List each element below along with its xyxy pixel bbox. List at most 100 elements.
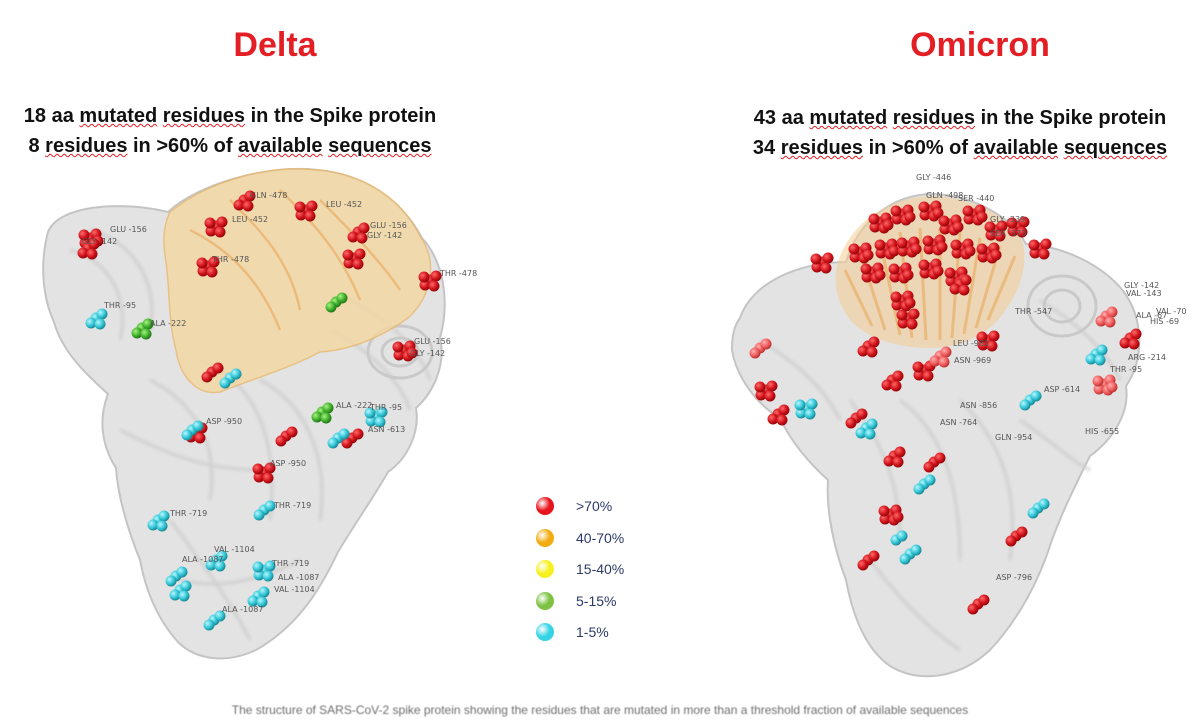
omicron-residue-label: GLY -339 xyxy=(990,215,1025,224)
delta-word-sequences: sequences xyxy=(328,135,432,157)
omicron-residue-spheres xyxy=(749,200,1142,615)
delta-residue-cluster xyxy=(325,292,348,313)
omicron-residue-cluster xyxy=(922,234,948,256)
omicron-residue-label: SER -440 xyxy=(958,194,994,203)
omicron-residue-cluster xyxy=(938,214,964,236)
delta-word-residues-2: residues xyxy=(45,135,128,157)
delta-line2-mid: in >60% of xyxy=(133,135,233,157)
omicron-word-available: available xyxy=(973,137,1059,159)
omicron-residue-cluster xyxy=(794,398,818,420)
delta-residue-cluster xyxy=(392,340,418,362)
omicron-subtitle-line2: 34 residues in >60% of available sequenc… xyxy=(680,133,1200,163)
delta-residue-cluster xyxy=(347,222,370,244)
delta-residue-label: ALA -222 xyxy=(336,401,372,410)
delta-residue-cluster xyxy=(219,368,242,389)
delta-word-residues: residues xyxy=(162,105,246,127)
delta-residue-label: LEU -452 xyxy=(326,200,362,209)
delta-residue-cluster xyxy=(131,318,154,340)
delta-residue-cluster xyxy=(418,270,442,292)
delta-subtitle-line2: 8 residues in >60% of available sequence… xyxy=(0,131,510,161)
omicron-residue-label: GLY -142 xyxy=(1124,281,1159,290)
delta-residue-cluster xyxy=(77,238,100,260)
delta-residue-label: GLY -142 xyxy=(410,349,445,358)
omicron-residue-label: GLY -446 xyxy=(916,173,951,182)
delta-residue-cluster xyxy=(205,550,228,572)
delta-residue-label: GLN -478 xyxy=(250,191,287,200)
delta-residue-label: LEU -452 xyxy=(232,215,268,224)
delta-residue-label: THR -95 xyxy=(103,301,136,310)
delta-residue-label: GLU -156 xyxy=(370,221,407,230)
omicron-residue-cluster xyxy=(888,262,914,284)
omicron-residue-cluster xyxy=(1019,390,1042,411)
delta-residue-label: ALA -1087 xyxy=(182,555,223,564)
delta-residue-cluster xyxy=(169,580,192,602)
delta-word-available: available xyxy=(238,135,323,157)
delta-subtitle: 18 aa mutated residues in the Spike prot… xyxy=(0,101,510,161)
omicron-residue-cluster xyxy=(890,290,916,312)
figure-caption: The structure of SARS-CoV-2 spike protei… xyxy=(231,703,969,717)
legend-label: 1-5% xyxy=(576,624,609,640)
omicron-residue-label: ASN -969 xyxy=(954,356,991,365)
delta-residue-label: VAL -1104 xyxy=(274,585,315,594)
delta-residue-label: THR -719 xyxy=(169,509,207,518)
omicron-residue-cluster xyxy=(1092,374,1118,396)
delta-residue-label: ASP -950 xyxy=(270,459,306,468)
omicron-residue-cluster xyxy=(918,200,944,222)
delta-residue-cluster xyxy=(204,216,228,238)
omicron-residue-label: LEU -981 xyxy=(953,339,989,348)
legend-label: 5-15% xyxy=(576,592,617,609)
legend-label: 15-40% xyxy=(576,561,625,577)
omicron-word-mutated: mutated xyxy=(809,107,888,129)
omicron-residue-cluster xyxy=(749,338,772,359)
omicron-residue-cluster xyxy=(754,380,778,402)
omicron-title: Omicron xyxy=(910,26,1050,64)
delta-residue-cluster xyxy=(147,510,170,532)
omicron-residue-cluster xyxy=(890,530,908,546)
delta-protein-surface xyxy=(42,168,446,660)
delta-residue-label: THR -478 xyxy=(439,269,477,278)
delta-residue-cluster xyxy=(253,500,276,521)
delta-residue-cluster xyxy=(311,402,334,424)
omicron-residue-cluster xyxy=(1028,238,1052,260)
omicron-residue-cluster xyxy=(1006,216,1030,238)
omicron-residue-label: HIS -655 xyxy=(1085,427,1119,436)
omicron-residue-label: HIS -69 xyxy=(1150,317,1179,326)
omicron-residue-cluster xyxy=(896,236,922,258)
delta-residue-label: ASP -950 xyxy=(206,417,242,426)
omicron-residue-cluster xyxy=(767,404,790,426)
delta-residue-cluster xyxy=(165,566,188,587)
delta-residue-label: ALA -1087 xyxy=(222,605,263,614)
delta-residue-label: ASN -613 xyxy=(368,425,405,434)
delta-residue-cluster xyxy=(196,256,220,278)
omicron-line2-mid: in >60% of xyxy=(868,137,969,159)
omicron-residue-label: THR -95 xyxy=(1109,365,1142,374)
delta-residue-label: GLU -156 xyxy=(110,225,147,234)
delta-residue-cluster xyxy=(203,610,226,631)
omicron-residue-label: THR -547 xyxy=(1014,307,1052,316)
delta-residue-cluster xyxy=(85,308,108,330)
delta-residue-count: 8 xyxy=(28,135,40,157)
omicron-aa-count: 43 aa xyxy=(753,107,804,129)
omicron-residue-cluster xyxy=(855,418,878,440)
omicron-subtitle-line1: 43 aa mutated residues in the Spike prot… xyxy=(680,103,1200,133)
omicron-residue-cluster xyxy=(912,360,936,382)
delta-residue-cluster xyxy=(275,426,298,447)
delta-residue-cluster xyxy=(364,406,388,428)
legend-swatch xyxy=(536,560,554,578)
omicron-residue-cluster xyxy=(896,308,920,330)
delta-residue-label: GLY -142 xyxy=(367,231,402,240)
omicron-residue-cluster xyxy=(848,242,874,264)
delta-residue-label: THR -719 xyxy=(273,501,311,510)
delta-residue-label: THR -478 xyxy=(211,255,249,264)
omicron-residue-label: ASP -614 xyxy=(1044,385,1080,394)
delta-residue-cluster xyxy=(327,428,350,449)
legend-swatch xyxy=(536,497,554,515)
omicron-residue-label: GLN -498 xyxy=(926,191,963,200)
omicron-residue-cluster xyxy=(918,258,944,280)
delta-residue-label: ALA -222 xyxy=(150,319,186,328)
omicron-residue-cluster xyxy=(929,346,952,368)
omicron-residue-label: VAL -143 xyxy=(1126,289,1162,298)
omicron-residue-cluster xyxy=(860,262,886,284)
